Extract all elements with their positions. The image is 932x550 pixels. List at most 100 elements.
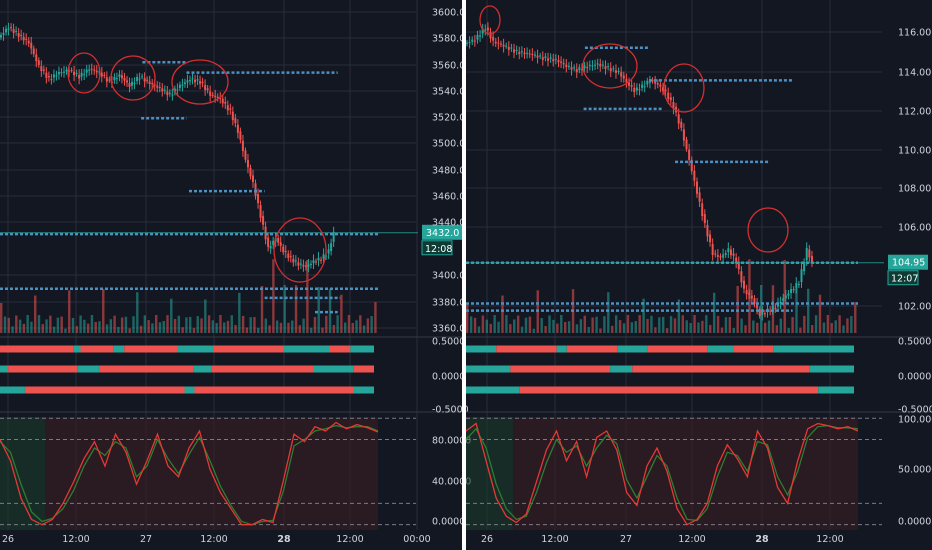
volume-bar bbox=[587, 326, 590, 333]
volume-bar bbox=[147, 320, 150, 333]
candle-body bbox=[515, 49, 518, 51]
candle-body bbox=[85, 69, 88, 73]
candle-body bbox=[494, 41, 497, 44]
candle-body bbox=[141, 76, 144, 78]
volume-bar bbox=[264, 318, 267, 333]
candle-body bbox=[698, 192, 701, 202]
volume-bar bbox=[658, 317, 661, 333]
volume-bar bbox=[98, 321, 101, 333]
trend-bar-segment bbox=[519, 386, 819, 394]
candle-body bbox=[57, 72, 60, 75]
volume-bar bbox=[283, 285, 286, 333]
volume-bar bbox=[489, 323, 492, 333]
volume-bar bbox=[120, 317, 124, 333]
candle-body bbox=[758, 309, 761, 316]
candle-body bbox=[241, 140, 244, 151]
volume-bar bbox=[607, 292, 610, 333]
candle-body bbox=[118, 74, 121, 77]
candle-body bbox=[662, 87, 664, 91]
volume-bar bbox=[309, 327, 313, 333]
volume-bar bbox=[685, 320, 688, 333]
volume-bar bbox=[177, 315, 181, 333]
candle-body bbox=[635, 87, 638, 91]
trend-bar-segment bbox=[350, 345, 374, 353]
volume-bar bbox=[321, 327, 324, 333]
candle-body bbox=[226, 105, 229, 111]
price-tick-label: 102.00 bbox=[898, 302, 931, 313]
trend-bar-segment bbox=[313, 365, 354, 373]
candle-body bbox=[756, 303, 759, 309]
candle-body bbox=[173, 88, 176, 93]
volume-bar bbox=[693, 315, 696, 333]
candle-body bbox=[22, 36, 25, 41]
price-tick-label: 3480.0 bbox=[432, 166, 465, 177]
candle-body bbox=[327, 249, 330, 254]
candle-body bbox=[244, 150, 247, 160]
candle-body bbox=[15, 31, 18, 33]
candle-body bbox=[719, 256, 722, 258]
volume-bar bbox=[662, 316, 665, 333]
candle-body bbox=[641, 84, 644, 88]
volume-bar bbox=[775, 325, 779, 333]
candle-body bbox=[168, 92, 171, 94]
candle-body bbox=[628, 82, 631, 86]
trend-bar-segment bbox=[329, 345, 351, 353]
candle-body bbox=[133, 82, 136, 84]
volume-bar bbox=[90, 315, 94, 333]
trend-bar-segment bbox=[213, 345, 285, 353]
time-tick-label: 27 bbox=[140, 534, 152, 545]
volume-bar bbox=[575, 324, 579, 333]
candle-body bbox=[287, 253, 290, 259]
volume-bar bbox=[638, 315, 641, 333]
volume-bar bbox=[548, 315, 551, 333]
candle-body bbox=[83, 74, 86, 76]
candle-body bbox=[737, 261, 740, 270]
time-tick-label: 12:00 bbox=[200, 534, 227, 545]
volume-bar bbox=[204, 299, 207, 333]
candle-body bbox=[138, 78, 141, 80]
candle-body bbox=[614, 70, 617, 73]
volume-bar bbox=[618, 320, 622, 333]
trend-tick-label: -0.5000 bbox=[898, 405, 932, 416]
last-price-label: 104.95 bbox=[892, 258, 925, 269]
candle-body bbox=[30, 42, 33, 49]
price-tick-label: 3500.0 bbox=[432, 139, 465, 150]
volume-bar bbox=[763, 322, 767, 333]
volume-bar bbox=[355, 320, 358, 333]
volume-bar bbox=[79, 315, 82, 333]
candle-body bbox=[607, 66, 610, 68]
candle-body bbox=[317, 257, 320, 261]
volume-bar bbox=[712, 292, 716, 333]
candle-body bbox=[88, 69, 91, 71]
volume-bar bbox=[343, 322, 347, 333]
volume-bar bbox=[136, 292, 139, 333]
trend-bar-segment bbox=[99, 365, 194, 373]
volume-bar bbox=[709, 324, 712, 333]
candle-body bbox=[307, 264, 310, 267]
time-tick-label: 26 bbox=[2, 534, 14, 545]
volume-bar bbox=[826, 315, 830, 333]
candle-body bbox=[771, 306, 774, 310]
volume-bar bbox=[124, 316, 128, 333]
candle-body bbox=[272, 240, 275, 245]
candle-body bbox=[701, 203, 704, 217]
candle-body bbox=[252, 175, 254, 183]
candle-body bbox=[648, 81, 651, 83]
candle-body bbox=[784, 295, 787, 299]
volume-bar bbox=[3, 316, 7, 333]
annotation-ellipse bbox=[67, 52, 101, 94]
candle-body bbox=[211, 94, 214, 96]
volume-bar bbox=[814, 315, 818, 333]
volume-bar bbox=[223, 322, 226, 333]
candle-body bbox=[302, 264, 305, 267]
candle-body bbox=[562, 63, 565, 65]
candle-body bbox=[481, 28, 484, 34]
candle-body bbox=[294, 260, 297, 262]
candle-body bbox=[35, 54, 38, 62]
trend-bar-segment bbox=[556, 345, 567, 353]
last-price-label: 3432.0 bbox=[426, 228, 459, 239]
candle-body bbox=[108, 79, 111, 81]
trend-bar-segment bbox=[193, 365, 212, 373]
volume-bar bbox=[720, 327, 724, 333]
